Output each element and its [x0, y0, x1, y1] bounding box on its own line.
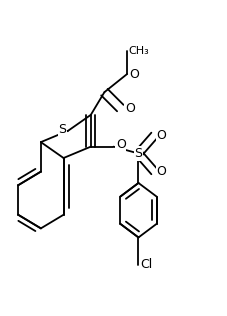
- Text: Cl: Cl: [141, 258, 153, 271]
- Text: O: O: [116, 138, 126, 151]
- Text: S: S: [58, 123, 67, 136]
- Text: CH₃: CH₃: [128, 46, 149, 56]
- Text: O: O: [125, 101, 135, 115]
- Text: O: O: [157, 129, 167, 142]
- Text: O: O: [157, 165, 167, 178]
- Text: S: S: [134, 147, 143, 160]
- Text: O: O: [129, 68, 139, 81]
